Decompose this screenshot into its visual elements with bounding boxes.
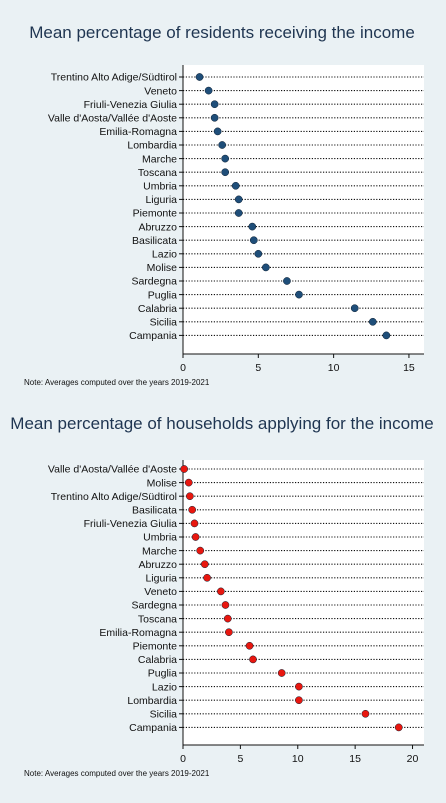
category-label: Veneto	[144, 85, 177, 97]
category-label: Abruzzo	[138, 221, 177, 233]
category-label: Campania	[129, 722, 177, 734]
data-point	[223, 614, 232, 623]
category-label: Puglia	[148, 289, 177, 301]
data-point	[350, 304, 359, 313]
x-tick-label: 10	[328, 362, 340, 374]
data-point	[221, 154, 230, 163]
category-label: Friuli-Venezia Giulia	[84, 99, 178, 111]
data-point	[225, 628, 233, 637]
data-point	[210, 113, 219, 122]
category-label: Piemonte	[133, 208, 178, 220]
category-label: Umbria	[143, 532, 177, 544]
data-point	[186, 492, 194, 501]
data-point	[245, 641, 254, 650]
data-point	[234, 209, 243, 217]
x-tick-label: 5	[255, 362, 261, 374]
data-point	[234, 195, 243, 204]
category-label: Lazio	[152, 249, 177, 261]
category-label: Lombardia	[127, 140, 177, 152]
chart-note: Note: Averages computed over the years 2…	[24, 769, 210, 778]
data-point	[188, 505, 197, 514]
data-point	[368, 317, 377, 326]
category-label: Friuli-Venezia Giulia	[84, 518, 178, 530]
data-point	[249, 236, 258, 245]
data-point	[184, 478, 193, 487]
category-label: Basilicata	[132, 505, 177, 517]
data-point	[217, 587, 225, 596]
data-point	[254, 249, 263, 258]
data-point	[203, 573, 211, 582]
data-point	[200, 560, 209, 569]
category-label: Trentino Alto Adige/Südtirol	[51, 72, 177, 84]
plot-area	[183, 460, 424, 745]
category-label: Campania	[129, 330, 177, 342]
chart-title: Mean percentage of households applying f…	[10, 414, 433, 433]
category-label: Molise	[147, 262, 178, 274]
category-label: Liguria	[145, 573, 177, 585]
category-label: Toscana	[138, 167, 177, 179]
category-label: Sicilia	[150, 317, 178, 329]
category-label: Valle d'Aosta/Vallée d'Aoste	[48, 464, 177, 476]
x-tick-label: 0	[180, 753, 186, 765]
data-point	[361, 709, 370, 718]
category-label: Sicilia	[150, 709, 178, 721]
category-label: Calabria	[138, 303, 177, 315]
category-label: Sardegna	[131, 600, 177, 612]
chart-title: Mean percentage of residents receiving t…	[29, 23, 415, 42]
chart-note: Note: Averages computed over the years 2…	[24, 378, 210, 387]
data-point	[195, 73, 204, 81]
category-label: Puglia	[148, 668, 177, 680]
data-point	[231, 181, 240, 190]
data-point	[261, 263, 270, 272]
data-point	[283, 277, 291, 285]
data-point	[213, 127, 222, 136]
x-tick-label: 10	[292, 753, 304, 765]
data-point	[249, 655, 257, 664]
category-label: Molise	[147, 477, 178, 489]
data-point	[248, 222, 257, 231]
category-label: Liguria	[145, 194, 177, 206]
category-label: Emilia-Romagna	[99, 627, 177, 639]
x-tick-label: 5	[237, 753, 243, 765]
category-label: Emilia-Romagna	[99, 126, 177, 138]
data-point	[190, 519, 199, 528]
x-tick-label: 15	[349, 753, 361, 765]
data-point	[394, 723, 403, 732]
category-label: Umbria	[143, 181, 177, 193]
category-label: Marche	[142, 153, 177, 165]
category-label: Toscana	[138, 613, 177, 625]
data-point	[180, 465, 188, 473]
data-point	[382, 331, 391, 340]
data-point	[210, 100, 219, 109]
category-label: Piemonte	[133, 641, 178, 653]
category-label: Valle d'Aosta/Vallée d'Aoste	[48, 113, 177, 125]
households-chart: Mean percentage of households applying f…	[10, 414, 433, 778]
data-point	[191, 533, 200, 541]
category-label: Trentino Alto Adige/Südtirol	[51, 491, 177, 503]
data-point	[221, 601, 230, 609]
residents-chart: Mean percentage of residents receiving t…	[24, 23, 424, 387]
data-point	[295, 696, 303, 705]
category-label: Lombardia	[127, 695, 177, 707]
data-point	[221, 168, 230, 177]
x-tick-label: 15	[403, 362, 415, 374]
data-point	[204, 86, 213, 95]
data-point	[295, 290, 303, 299]
category-label: Marche	[142, 545, 177, 557]
data-point	[277, 669, 286, 677]
category-label: Abruzzo	[138, 559, 177, 571]
data-point	[295, 682, 303, 691]
x-tick-label: 0	[180, 362, 186, 374]
data-point	[196, 546, 205, 555]
data-point	[218, 141, 227, 149]
x-tick-label: 20	[407, 753, 419, 765]
plot-area	[183, 65, 424, 354]
category-label: Lazio	[152, 681, 177, 693]
category-label: Calabria	[138, 654, 177, 666]
category-label: Basilicata	[132, 235, 177, 247]
category-label: Sardegna	[131, 276, 177, 288]
category-label: Veneto	[144, 586, 177, 598]
